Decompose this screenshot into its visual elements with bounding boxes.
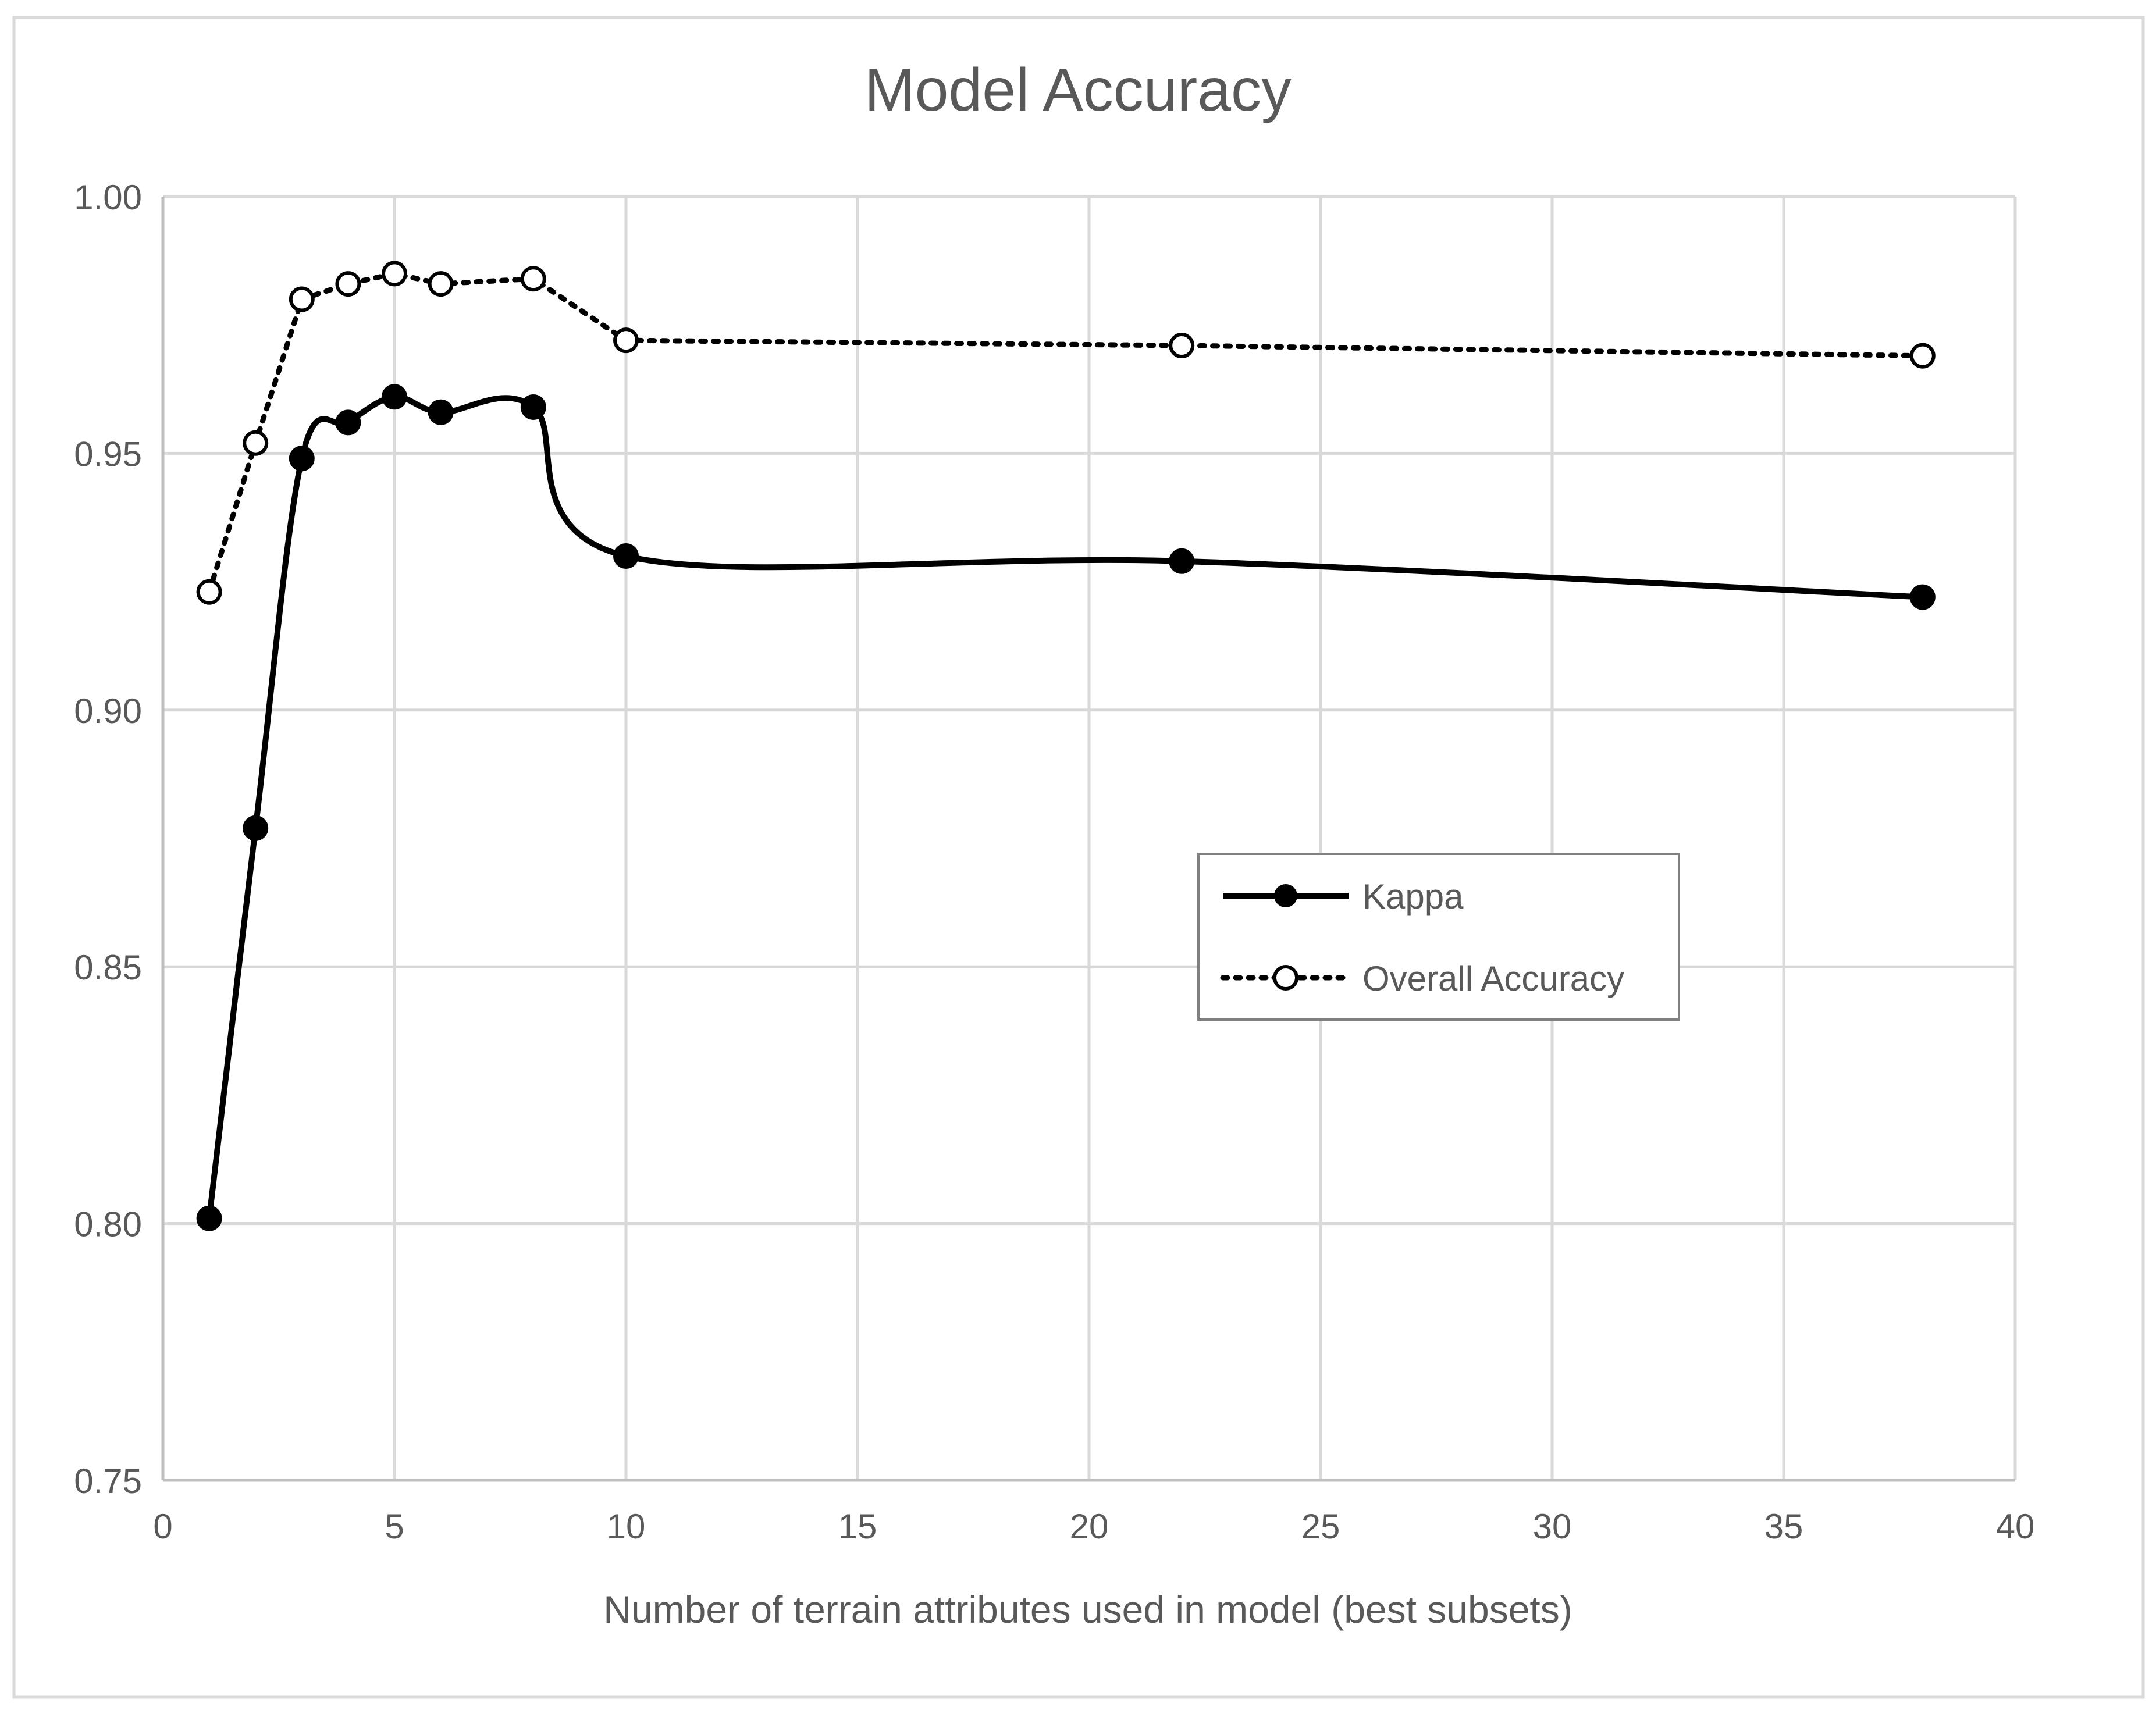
x-tick-label: 35: [1764, 1507, 1803, 1546]
legend-kappa-label: Kappa: [1362, 877, 1464, 916]
y-tick-label: 0.95: [74, 434, 142, 473]
kappa-point: [243, 815, 269, 841]
y-tick-label: 0.85: [74, 948, 142, 987]
legend-overall-accuracy-label: Overall Accuracy: [1362, 959, 1624, 998]
x-tick-label: 10: [607, 1507, 646, 1546]
x-tick-label: 15: [838, 1507, 877, 1546]
kappa-point: [289, 446, 315, 472]
kappa-point: [382, 384, 407, 410]
chart-title: Model Accuracy: [864, 56, 1292, 124]
x-tick-label: 20: [1070, 1507, 1109, 1546]
overall-accuracy-line: [207, 270, 1926, 595]
legend-kappa-marker: [1274, 884, 1297, 907]
kappa-point: [335, 409, 361, 436]
x-tick-label: 30: [1533, 1507, 1572, 1546]
x-axis-label: Number of terrain attributes used in mod…: [603, 1588, 1572, 1631]
x-tick-label: 0: [153, 1507, 172, 1546]
y-tick-label: 0.90: [74, 692, 142, 731]
y-tick-label: 0.80: [74, 1205, 142, 1244]
kappa-point: [613, 543, 639, 569]
overall-accuracy-point: [1169, 333, 1195, 359]
kappa-line: [206, 394, 1923, 1219]
y-tick-label: 1.00: [74, 178, 142, 217]
legend-box: [1197, 853, 1680, 1021]
gridlines: [163, 195, 2017, 1480]
x-tick-labels: 0 5 10 15 20 25 30 35 40: [153, 1507, 2034, 1546]
series-kappa: [196, 384, 1936, 1231]
overall-accuracy-point: [382, 261, 407, 287]
overall-accuracy-point: [243, 430, 269, 456]
x-tick-label: 25: [1301, 1507, 1340, 1546]
kappa-point: [196, 1205, 222, 1231]
legend: Kappa Overall Accuracy: [1197, 853, 1680, 1021]
y-tick-labels: 0.75 0.80 0.85 0.90 0.95 1.00: [74, 178, 142, 1501]
overall-accuracy-point: [520, 266, 546, 292]
overall-accuracy-point: [335, 271, 361, 297]
overall-accuracy-point: [196, 579, 222, 605]
kappa-point: [520, 394, 546, 420]
kappa-point: [428, 399, 454, 425]
legend-overall-accuracy-marker: [1273, 965, 1298, 991]
axes: [161, 197, 2015, 1482]
series-layer: [196, 261, 1936, 1231]
legend-items: Kappa Overall Accuracy: [1220, 877, 1624, 998]
series-overall-accuracy: [196, 261, 1936, 605]
x-tick-label: 40: [1996, 1507, 2035, 1546]
overall-accuracy-point: [1909, 343, 1936, 369]
overall-accuracy-point: [428, 271, 454, 297]
kappa-point: [1909, 584, 1936, 610]
kappa-point: [1169, 548, 1195, 574]
chart-border: [12, 16, 2145, 1699]
overall-accuracy-point: [289, 286, 315, 312]
x-tick-label: 5: [385, 1507, 404, 1546]
overall-accuracy-point: [613, 327, 639, 354]
y-tick-label: 0.75: [74, 1462, 142, 1501]
